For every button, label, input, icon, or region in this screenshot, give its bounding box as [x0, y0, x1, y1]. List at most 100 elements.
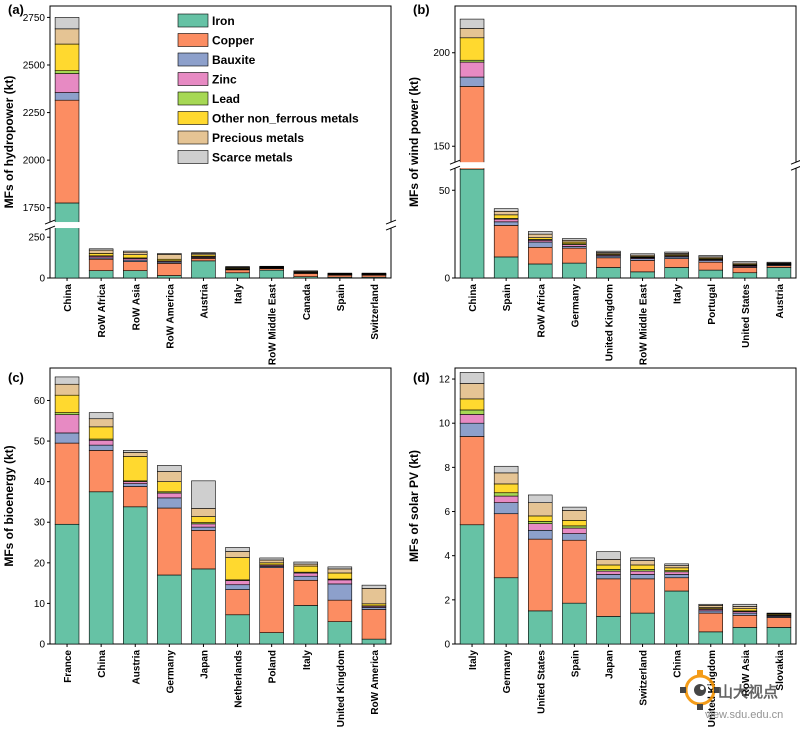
- bar-segment: [459, 61, 485, 78]
- y-tick-label: 2: [444, 595, 450, 606]
- bar-segment: [766, 627, 792, 645]
- panel-label: (b): [413, 2, 430, 17]
- bar-segment: [459, 398, 485, 411]
- y-tick-label: 1750: [23, 203, 46, 214]
- category-label: Italy: [302, 650, 313, 670]
- bar-segment: [528, 538, 553, 612]
- bar-segment: [88, 418, 114, 428]
- bar-segment: [54, 412, 80, 415]
- y-axis-label: MFs of wind power (kt): [407, 77, 421, 207]
- legend-swatch: [177, 111, 209, 125]
- bar-segment: [259, 557, 284, 561]
- legend-swatch: [177, 130, 209, 145]
- bar-segment: [293, 579, 318, 606]
- bar-segment: [88, 412, 114, 420]
- category-label: Italy: [468, 650, 479, 670]
- bar-segment: [596, 578, 621, 617]
- bar-segment: [732, 614, 758, 628]
- y-tick-label: 8: [444, 463, 450, 474]
- panel-2: France China Austria Germany Japan Netherland…: [2, 367, 392, 727]
- bar-segment: [732, 608, 758, 612]
- bar-segment: [157, 254, 182, 260]
- bar-segment: [766, 267, 792, 279]
- bar-segment: [664, 590, 689, 645]
- bar-segment: [157, 497, 182, 509]
- bar-segment: [459, 28, 485, 39]
- bar-segment: [123, 261, 148, 271]
- bar-segment: [459, 37, 485, 61]
- bar-segment: [630, 612, 655, 645]
- bar-segment: [493, 218, 519, 223]
- y-tick-label: 10: [439, 419, 451, 430]
- bar-segment: [54, 442, 80, 525]
- bar-segment: [54, 523, 80, 645]
- y-tick-label: 30: [34, 518, 46, 529]
- panel-label: (c): [8, 370, 24, 385]
- bar-segment: [157, 471, 182, 482]
- plot-frame: [49, 5, 392, 279]
- bar-segment: [54, 28, 80, 45]
- category-label: Germany: [570, 284, 581, 328]
- panel-label: (a): [8, 2, 24, 17]
- bar-segment: [459, 414, 485, 424]
- bar-segment: [123, 270, 148, 279]
- bar-segment: [191, 508, 216, 517]
- bar-segment: [698, 269, 723, 279]
- bar-segment: [88, 450, 114, 493]
- bar-segment: [528, 246, 553, 265]
- bar-segment: [630, 578, 655, 614]
- bar-segment: [493, 513, 519, 579]
- legend-swatch: [177, 33, 209, 47]
- y-axis-label: MFs of solar PV (kt): [407, 450, 421, 562]
- bar-segment: [766, 261, 792, 264]
- bar-segment: [225, 580, 250, 586]
- axis-break-mark: [790, 166, 800, 171]
- bar-segment: [630, 253, 655, 256]
- category-label: Austria: [775, 284, 786, 319]
- bar-segment: [54, 70, 80, 74]
- category-label: China: [468, 284, 479, 312]
- bar-segment: [459, 76, 485, 87]
- bar-segment: [493, 577, 519, 645]
- y-tick-label: 6: [444, 507, 450, 518]
- bar-segment: [596, 257, 621, 268]
- y-tick-label: 0: [39, 274, 45, 285]
- bar-segment: [493, 256, 519, 279]
- legend-swatch: [177, 13, 209, 28]
- bar-segment: [493, 465, 519, 474]
- legend-swatch: [177, 52, 209, 67]
- bar-segment: [562, 525, 587, 529]
- bar-segment: [225, 589, 250, 616]
- bar-segment: [157, 465, 182, 472]
- bar-segment: [630, 260, 655, 273]
- bar-segment: [493, 483, 519, 494]
- bar-segment: [123, 481, 148, 484]
- bar-segment: [493, 495, 519, 503]
- bar-segment: [528, 233, 553, 238]
- bar-segment: [123, 254, 148, 259]
- bar-segment: [528, 231, 553, 235]
- bar-segment: [596, 559, 621, 566]
- bar-segment: [54, 17, 80, 30]
- axis-break-mark: [44, 225, 56, 231]
- category-label: Spain: [570, 650, 581, 677]
- bar-segment: [732, 603, 758, 607]
- category-label: Portugal: [707, 284, 718, 325]
- bar-segment: [123, 506, 148, 645]
- category-label: Austria: [131, 650, 142, 685]
- bar-segment: [327, 579, 353, 585]
- bar-segment: [54, 376, 80, 385]
- y-axis-label: MFs of hydropower (kt): [2, 76, 16, 209]
- y-tick-label: 12: [439, 375, 451, 386]
- bar-segment: [54, 73, 80, 93]
- category-label: Canada: [302, 284, 313, 321]
- bar-segment: [88, 270, 114, 279]
- plot-frame: [49, 367, 392, 645]
- bar-segment: [732, 606, 758, 609]
- bar-segment: [596, 570, 621, 575]
- category-label: Italy: [234, 284, 245, 304]
- category-label: Slovakia: [775, 650, 786, 691]
- category-label: Germany: [165, 650, 176, 694]
- axis-break-mark: [44, 219, 56, 225]
